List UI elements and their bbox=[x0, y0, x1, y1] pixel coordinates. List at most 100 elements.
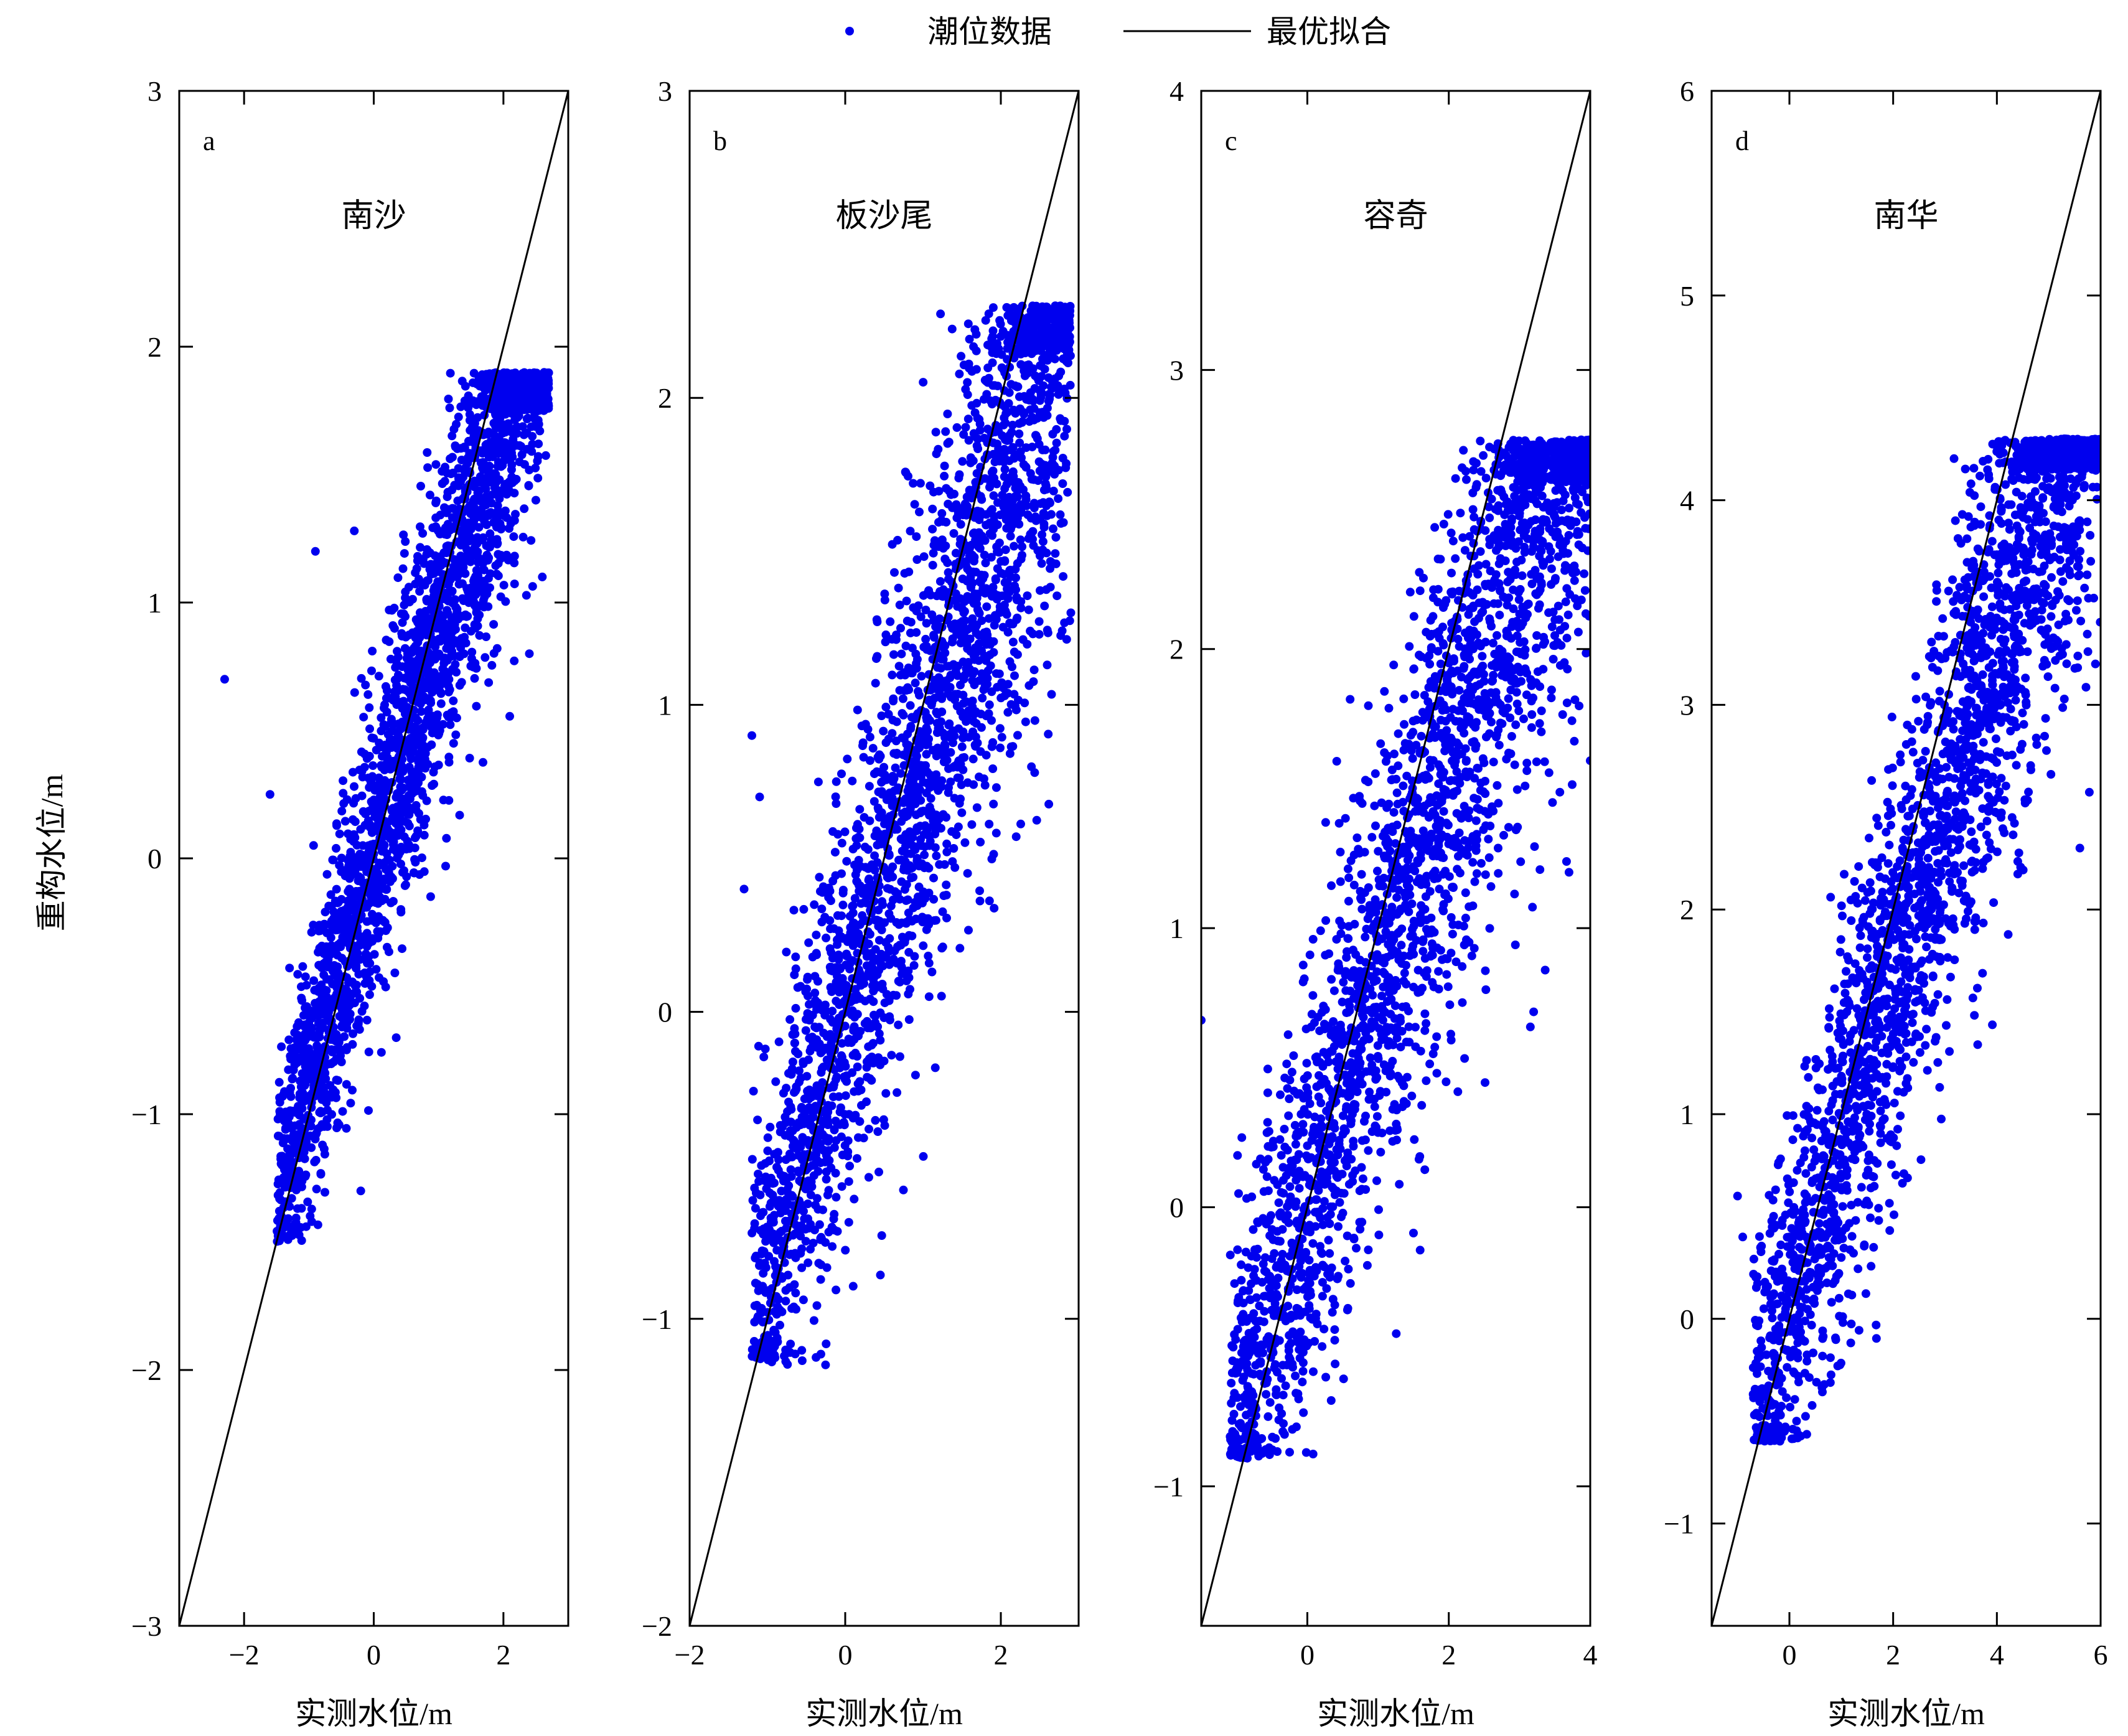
data-point bbox=[781, 1297, 790, 1306]
data-point bbox=[786, 1117, 795, 1127]
data-point bbox=[361, 809, 370, 819]
data-point bbox=[359, 860, 368, 870]
data-point bbox=[905, 915, 914, 924]
data-point bbox=[919, 552, 929, 561]
data-point bbox=[850, 1022, 859, 1031]
y-tick-label: 0 bbox=[148, 843, 162, 875]
data-point bbox=[989, 850, 998, 859]
data-point bbox=[420, 616, 429, 625]
data-point bbox=[519, 390, 528, 400]
data-point bbox=[995, 510, 1005, 520]
data-point bbox=[285, 1202, 294, 1211]
data-point bbox=[791, 1288, 800, 1298]
data-point bbox=[822, 1175, 831, 1184]
data-point bbox=[996, 693, 1006, 703]
data-point bbox=[360, 820, 370, 830]
data-point bbox=[837, 838, 846, 848]
data-point bbox=[851, 1110, 860, 1120]
data-point bbox=[421, 607, 430, 616]
data-point bbox=[449, 565, 458, 575]
data-point bbox=[454, 473, 463, 482]
data-point bbox=[420, 692, 429, 701]
data-point bbox=[286, 1051, 295, 1061]
data-point bbox=[810, 900, 819, 909]
data-point bbox=[879, 726, 888, 736]
data-point bbox=[806, 1244, 815, 1254]
data-point bbox=[899, 710, 908, 720]
data-point bbox=[850, 1087, 859, 1096]
data-point bbox=[942, 813, 951, 822]
data-point bbox=[314, 1031, 324, 1041]
data-point bbox=[399, 530, 408, 540]
data-point bbox=[359, 851, 368, 860]
data-point bbox=[939, 758, 949, 766]
data-point bbox=[1011, 409, 1020, 418]
data-point bbox=[462, 545, 471, 554]
data-point bbox=[794, 1049, 803, 1059]
data-point bbox=[997, 363, 1006, 372]
data-point bbox=[829, 1082, 838, 1092]
data-point bbox=[935, 860, 944, 869]
data-point bbox=[448, 431, 457, 441]
data-point bbox=[377, 804, 387, 814]
data-point bbox=[763, 1146, 772, 1155]
data-point bbox=[896, 941, 906, 950]
data-point bbox=[810, 988, 820, 998]
data-point bbox=[438, 720, 448, 729]
data-point bbox=[804, 992, 812, 1000]
data-point bbox=[307, 927, 316, 937]
data-point bbox=[473, 413, 482, 422]
data-point bbox=[354, 1015, 363, 1025]
data-point bbox=[854, 1133, 863, 1142]
data-point bbox=[412, 632, 421, 642]
data-point bbox=[446, 720, 455, 730]
data-point bbox=[489, 620, 499, 629]
data-point bbox=[1063, 487, 1072, 497]
data-point bbox=[981, 558, 990, 568]
data-point bbox=[326, 890, 335, 899]
data-point bbox=[377, 1048, 386, 1057]
data-point bbox=[290, 1060, 299, 1069]
data-point bbox=[416, 707, 426, 716]
data-point bbox=[766, 1122, 775, 1132]
data-point bbox=[874, 1167, 883, 1176]
data-point bbox=[321, 1074, 330, 1084]
data-point bbox=[474, 380, 484, 390]
data-point bbox=[443, 606, 452, 615]
data-point bbox=[982, 751, 991, 760]
data-point bbox=[984, 309, 993, 319]
data-point bbox=[776, 1127, 785, 1137]
data-point bbox=[949, 596, 959, 605]
x-axis-label: 实测水位/m bbox=[295, 1696, 452, 1731]
data-point bbox=[1006, 335, 1016, 345]
data-point bbox=[748, 1196, 757, 1205]
data-point bbox=[815, 873, 824, 882]
data-point bbox=[937, 782, 946, 791]
data-point bbox=[380, 917, 390, 927]
data-point bbox=[314, 983, 324, 993]
data-point bbox=[805, 1000, 813, 1009]
data-point bbox=[444, 596, 453, 606]
data-point bbox=[804, 1094, 813, 1104]
data-point bbox=[484, 678, 494, 687]
data-point bbox=[533, 474, 543, 483]
data-point bbox=[806, 1190, 815, 1199]
data-point bbox=[785, 1250, 794, 1259]
data-point bbox=[284, 1035, 294, 1044]
data-point bbox=[865, 816, 874, 825]
outlier-point bbox=[220, 675, 229, 684]
data-point bbox=[868, 744, 878, 753]
data-point bbox=[408, 594, 417, 604]
data-point bbox=[776, 1320, 784, 1330]
data-point bbox=[881, 702, 891, 711]
data-point bbox=[418, 580, 427, 589]
data-point bbox=[449, 696, 458, 705]
data-point bbox=[873, 1127, 883, 1136]
data-point bbox=[294, 1230, 304, 1239]
data-point bbox=[475, 631, 484, 640]
data-point bbox=[751, 1279, 760, 1288]
data-point bbox=[975, 676, 984, 685]
data-point bbox=[350, 782, 359, 791]
data-point bbox=[433, 558, 441, 568]
data-point bbox=[886, 617, 895, 626]
